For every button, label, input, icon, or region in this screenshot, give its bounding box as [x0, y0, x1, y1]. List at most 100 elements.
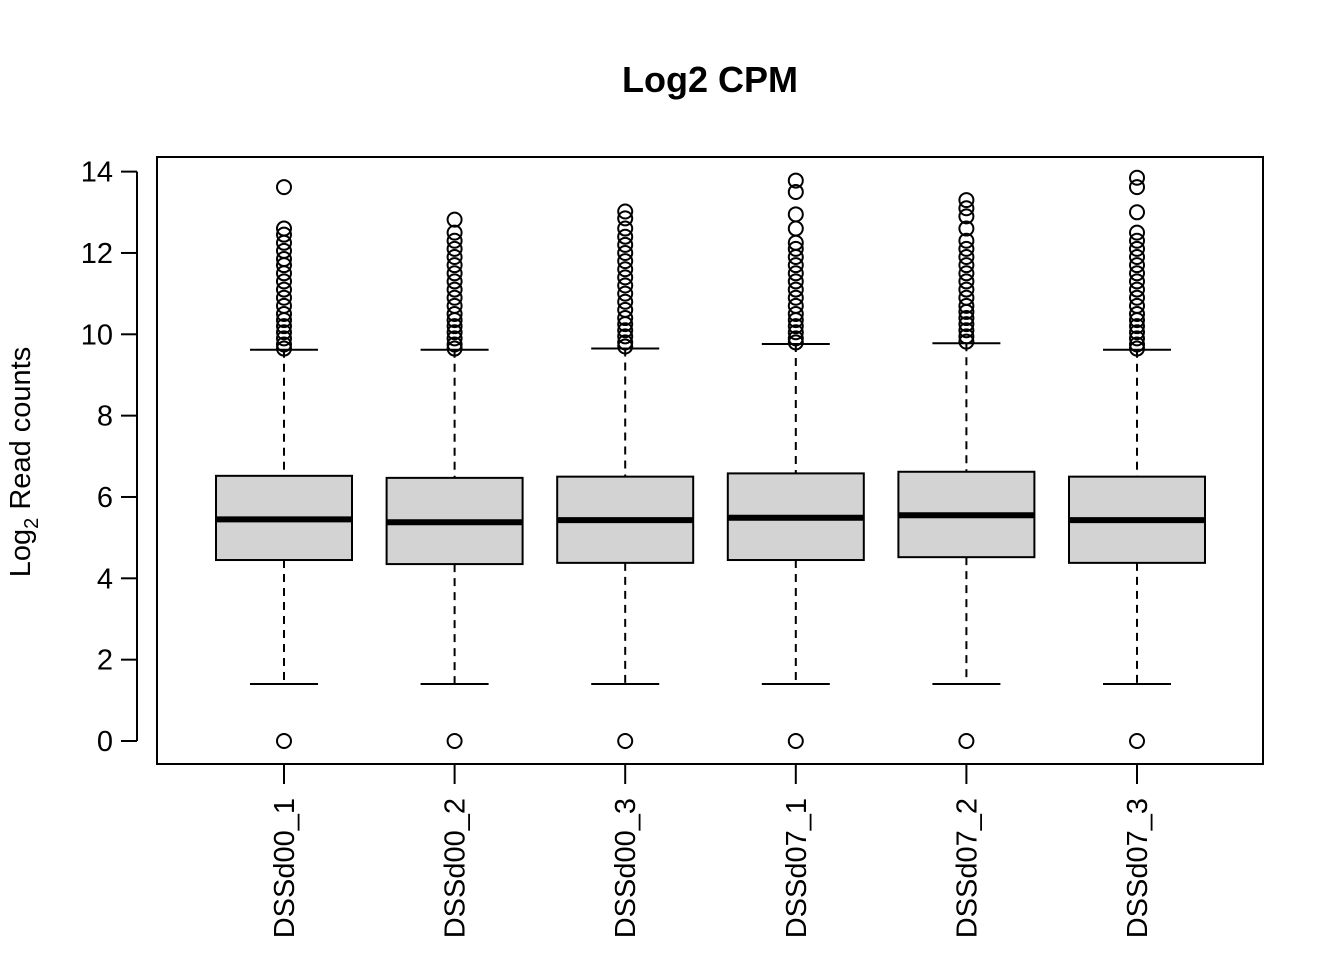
outlier-point	[787, 324, 804, 341]
outlier-point	[787, 733, 804, 749]
outlier-point	[446, 240, 463, 257]
outlier-point	[446, 330, 463, 347]
outlier-point	[617, 244, 634, 261]
outlier-point	[446, 336, 463, 353]
outlier-point	[617, 203, 634, 220]
y-axis: 0 2 4 6 8 10 12 14	[81, 157, 138, 758]
outlier-point	[787, 240, 804, 257]
outlier-point	[1129, 249, 1145, 266]
y-tick-label: 12	[81, 238, 113, 270]
x-tick-label: DSSd00_1	[269, 798, 301, 938]
outlier-point	[276, 289, 292, 306]
outlier-point	[787, 265, 804, 282]
outlier-point	[958, 240, 975, 257]
outlier-point	[617, 322, 634, 339]
outlier-point	[446, 340, 463, 357]
outlier-point	[958, 220, 975, 237]
outlier-point	[617, 269, 634, 286]
outlier-point	[1129, 330, 1145, 347]
outlier-point	[617, 220, 634, 237]
outlier-point	[1129, 224, 1145, 241]
x-axis: DSSd00_1 DSSd00_2 DSSd00_3 DSSd07_1 DSSd07_2…	[269, 764, 1154, 938]
y-axis-label-prefix: Log	[5, 529, 37, 577]
boxes-group	[215, 169, 1206, 749]
x-tick-label: DSSd07_1	[781, 798, 813, 938]
outlier-point	[958, 200, 975, 217]
outlier-point	[958, 281, 975, 298]
outlier-point	[1129, 336, 1145, 353]
outlier-point	[446, 249, 463, 266]
outlier-point	[276, 305, 292, 322]
outlier-point	[1129, 265, 1145, 282]
outlier-point	[958, 273, 975, 290]
chart-title: Log2 CPM	[622, 59, 798, 100]
outlier-point	[958, 316, 975, 333]
outlier-point	[617, 733, 634, 749]
outlier-point	[1129, 324, 1145, 341]
outlier-point	[787, 172, 804, 189]
outlier-point	[276, 733, 292, 749]
outlier-point	[1129, 273, 1145, 290]
outlier-point	[446, 224, 463, 241]
outlier-point	[958, 265, 975, 282]
outlier-point	[276, 336, 292, 353]
outlier-point	[276, 318, 292, 335]
box-DSSd00_3	[556, 203, 695, 749]
outlier-point	[1129, 289, 1145, 306]
y-tick-label: 4	[97, 563, 113, 595]
plot-frame	[156, 156, 1264, 765]
outlier-point	[276, 251, 292, 268]
outlier-point	[1129, 318, 1145, 335]
outlier-point	[1129, 240, 1145, 257]
outlier-point	[276, 234, 292, 251]
outlier-point	[446, 211, 463, 228]
outlier-point	[1129, 305, 1145, 322]
outlier-point	[617, 253, 634, 270]
y-axis-label-subscript: 2	[21, 518, 43, 529]
outlier-point	[958, 208, 975, 225]
outlier-point	[787, 257, 804, 274]
outlier-point	[446, 232, 463, 249]
outlier-point	[1129, 297, 1145, 314]
outlier-point	[617, 236, 634, 253]
outlier-point	[787, 249, 804, 266]
outlier-point	[617, 285, 634, 302]
outlier-point	[276, 281, 292, 298]
outlier-point	[276, 330, 292, 347]
outlier-point	[787, 281, 804, 298]
outlier-point	[617, 310, 634, 327]
y-tick-label: 14	[81, 157, 113, 189]
outlier-point	[787, 318, 804, 335]
outlier-point	[1129, 169, 1145, 186]
outlier-point	[1129, 281, 1145, 298]
outlier-point	[446, 257, 463, 274]
outlier-point	[787, 305, 804, 322]
outlier-point	[958, 257, 975, 274]
outlier-point	[787, 183, 804, 200]
outlier-point	[787, 220, 804, 237]
box-DSSd07_3	[1068, 169, 1206, 749]
outlier-point	[446, 318, 463, 335]
outlier-point	[446, 289, 463, 306]
outlier-point	[617, 334, 634, 351]
y-tick-label: 8	[97, 401, 113, 433]
outlier-point	[958, 289, 975, 306]
outlier-point	[617, 293, 634, 310]
outlier-point	[617, 261, 634, 278]
outlier-point	[276, 297, 292, 314]
outlier-point	[617, 338, 634, 355]
y-axis-label-suffix: Read counts	[5, 347, 37, 518]
outlier-point	[958, 733, 975, 749]
outlier-point	[276, 265, 292, 282]
outlier-point	[1129, 179, 1145, 196]
outlier-point	[276, 226, 292, 243]
outlier-point	[958, 232, 975, 249]
outlier-point	[276, 179, 292, 196]
y-tick-label: 2	[97, 645, 113, 677]
outlier-point	[958, 192, 975, 209]
outlier-point	[617, 277, 634, 294]
outlier-point	[787, 297, 804, 314]
y-tick-label: 0	[97, 726, 113, 758]
outlier-point	[958, 333, 975, 350]
